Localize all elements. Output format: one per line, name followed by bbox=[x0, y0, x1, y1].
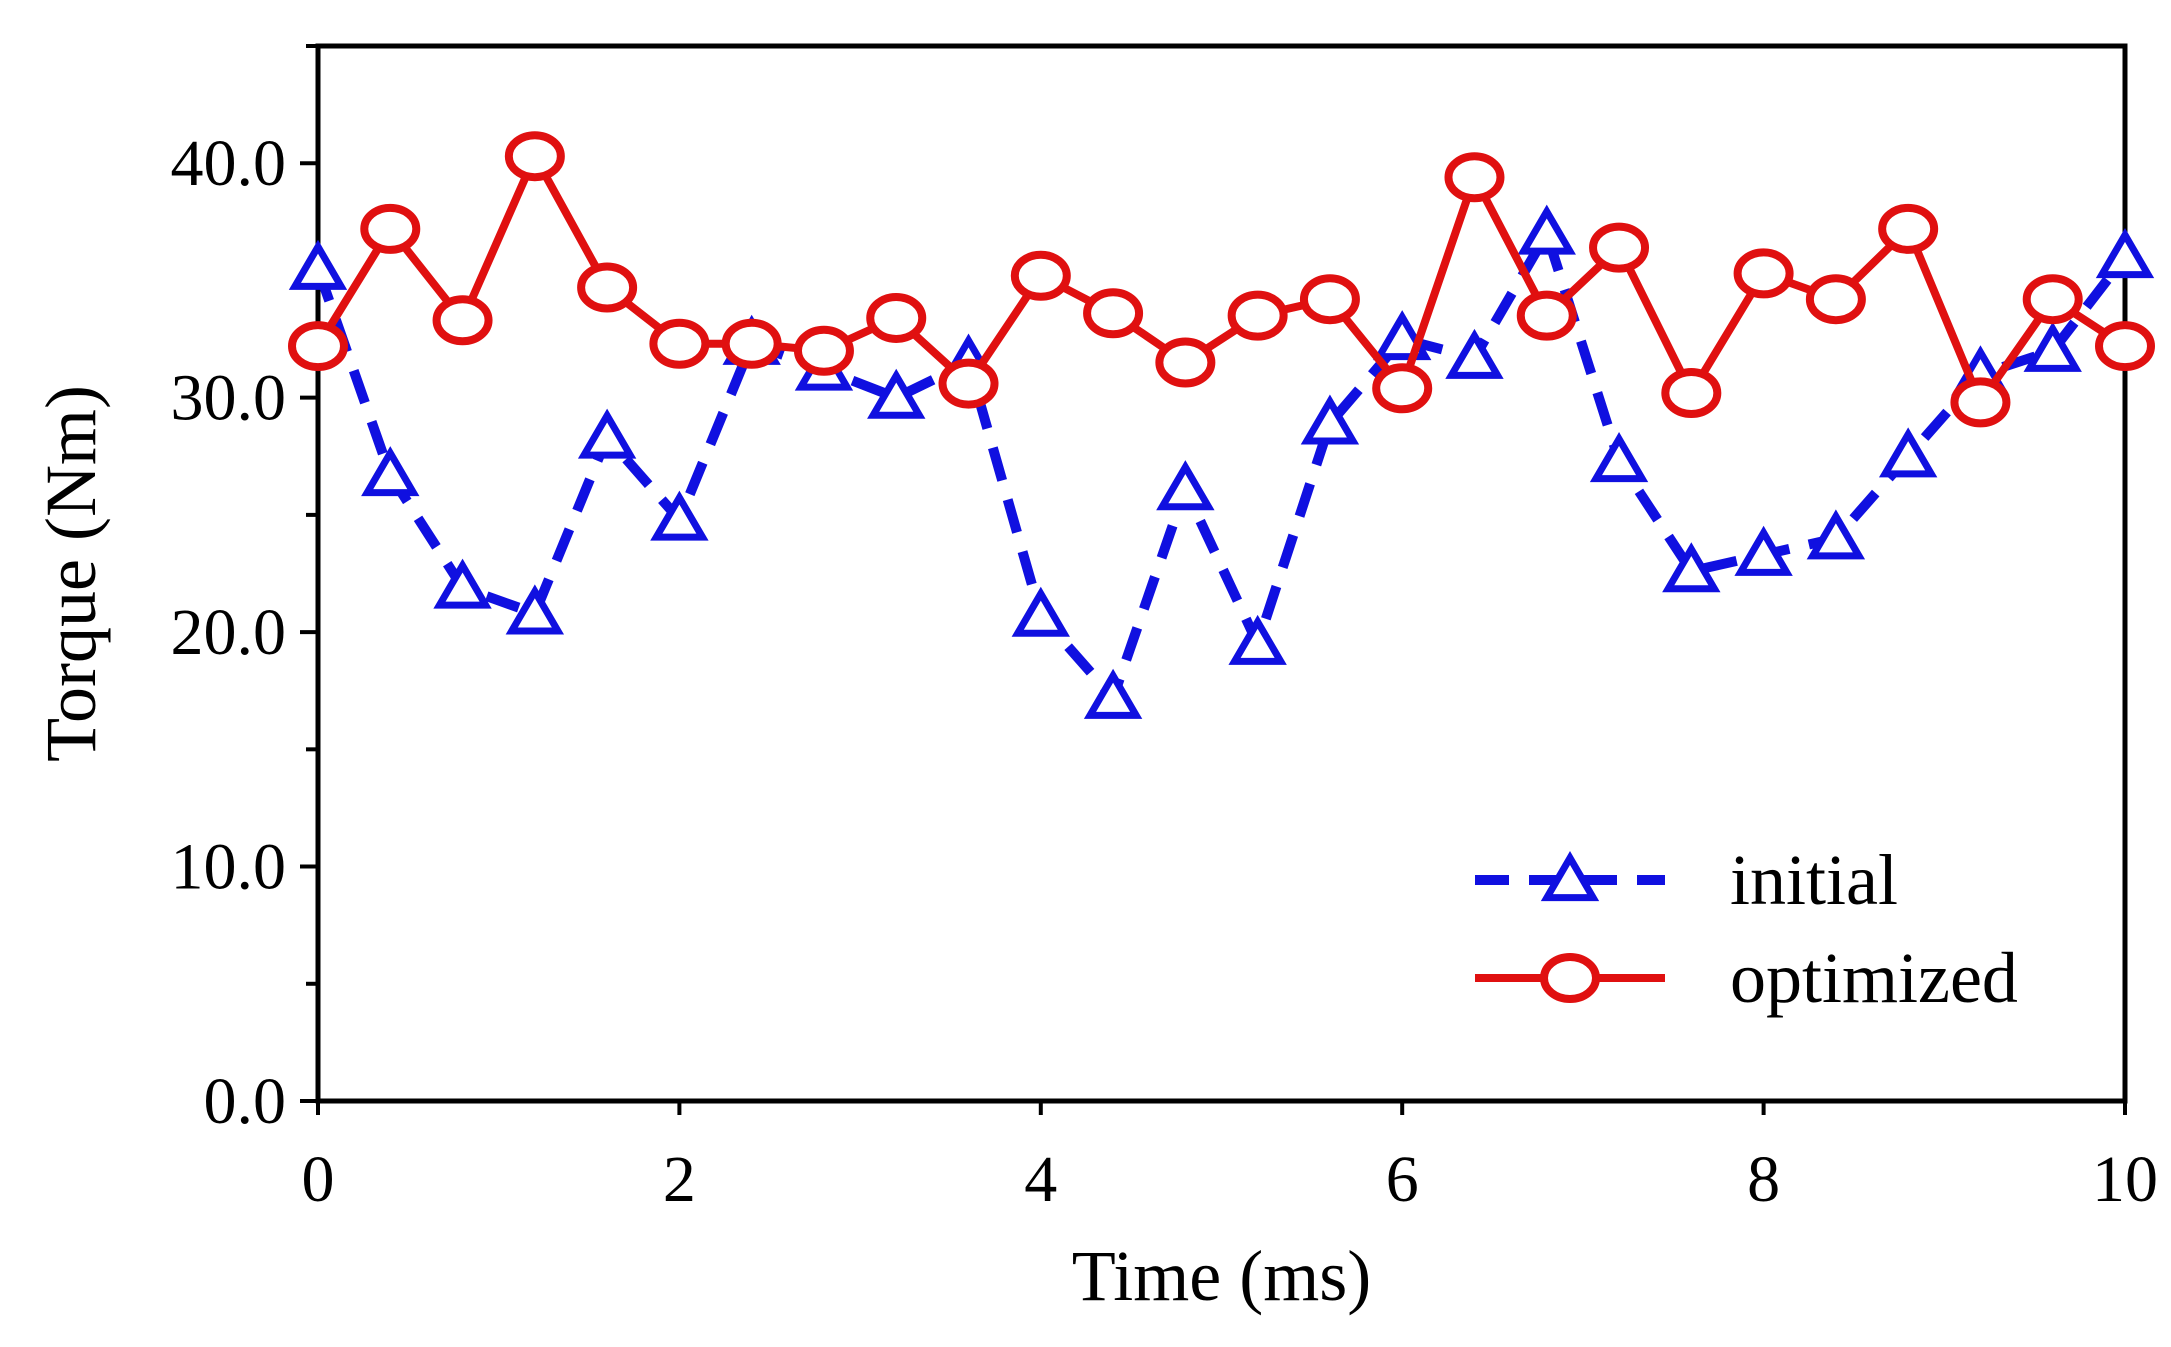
data-point-optimized bbox=[1878, 203, 1939, 254]
data-point-initial bbox=[1445, 328, 1504, 379]
data-point-initial bbox=[361, 446, 420, 497]
data-point-optimized bbox=[577, 262, 638, 313]
y-axis-title: Torque (Nm) bbox=[31, 385, 111, 762]
series-optimized bbox=[288, 131, 2155, 428]
x-axis-title: Time (ms) bbox=[1072, 1236, 1371, 1316]
legend-item-optimized: optimized bbox=[1475, 938, 2018, 1018]
y-tick-label: 10.0 bbox=[171, 831, 287, 904]
data-point-optimized bbox=[1155, 337, 1216, 388]
data-point-optimized bbox=[2022, 274, 2083, 325]
legend-item-initial: initial bbox=[1475, 840, 1898, 920]
data-point-initial bbox=[1011, 586, 1070, 637]
data-point-optimized bbox=[1516, 290, 1577, 341]
data-point-optimized bbox=[1589, 222, 1650, 273]
data-point-initial bbox=[1083, 668, 1143, 719]
data-point-optimized bbox=[288, 321, 348, 372]
data-point-initial bbox=[1300, 394, 1360, 445]
y-tick-label: 0.0 bbox=[204, 1065, 287, 1138]
y-tick-label: 20.0 bbox=[171, 596, 287, 669]
data-point-initial bbox=[1662, 542, 1721, 593]
data-point-optimized bbox=[1950, 377, 2011, 428]
x-tick-label: 0 bbox=[302, 1143, 335, 1216]
data-point-optimized bbox=[1010, 250, 1071, 301]
x-tick-label: 10 bbox=[2092, 1143, 2158, 1216]
x-tick-label: 8 bbox=[1747, 1143, 1780, 1216]
data-point-initial bbox=[1734, 525, 1793, 576]
data-point-optimized bbox=[793, 325, 854, 376]
data-point-initial bbox=[1228, 614, 1287, 665]
series-initial bbox=[288, 204, 2155, 719]
data-point-initial bbox=[1156, 460, 1215, 511]
data-point-initial bbox=[1517, 204, 1576, 255]
legend-marker-initial bbox=[1540, 851, 1600, 902]
data-point-initial bbox=[288, 239, 348, 290]
data-point-optimized bbox=[866, 292, 927, 343]
data-point-optimized bbox=[1733, 248, 1794, 299]
data-point-optimized bbox=[2095, 321, 2155, 372]
data-point-optimized bbox=[721, 318, 782, 369]
legend-marker-optimized bbox=[1540, 953, 1600, 1003]
data-point-initial bbox=[433, 558, 492, 609]
data-point-initial bbox=[867, 368, 926, 419]
x-tick-label: 4 bbox=[1024, 1143, 1057, 1216]
y-tick-label: 30.0 bbox=[171, 362, 287, 435]
data-point-initial bbox=[650, 490, 709, 541]
legend-label-optimized: optimized bbox=[1730, 938, 2018, 1018]
x-tick-label: 6 bbox=[1386, 1143, 1419, 1216]
data-point-initial bbox=[2095, 228, 2155, 279]
legend-label-initial: initial bbox=[1730, 840, 1898, 920]
data-point-optimized bbox=[360, 203, 421, 254]
data-point-optimized bbox=[1227, 290, 1288, 341]
data-point-optimized bbox=[649, 318, 710, 369]
data-point-optimized bbox=[504, 131, 565, 182]
data-point-optimized bbox=[1661, 367, 1722, 418]
data-point-optimized bbox=[938, 358, 999, 409]
data-point-initial bbox=[1878, 427, 1938, 478]
axes-layer: 0 2 4 6 8 10 0.0 10.0 20.0 30.0 40.0 Time (ms) Torqu… bbox=[31, 43, 2158, 1316]
data-point-initial bbox=[2023, 321, 2082, 372]
x-tick-label: 2 bbox=[663, 1143, 696, 1216]
data-point-initial bbox=[1589, 432, 1649, 483]
series-layer bbox=[288, 131, 2155, 719]
data-point-initial bbox=[577, 408, 637, 459]
legend: initial optimized bbox=[1475, 840, 2018, 1018]
data-point-initial bbox=[505, 584, 565, 635]
data-point-optimized bbox=[1444, 152, 1505, 203]
data-point-initial bbox=[1806, 509, 1866, 560]
data-point-optimized bbox=[1805, 274, 1866, 325]
y-tick-label: 40.0 bbox=[171, 127, 287, 200]
data-point-optimized bbox=[1372, 363, 1433, 414]
plot-frame bbox=[315, 43, 2128, 1104]
data-point-optimized bbox=[1299, 274, 1360, 325]
data-point-optimized bbox=[432, 295, 493, 346]
data-point-optimized bbox=[1083, 288, 1144, 339]
